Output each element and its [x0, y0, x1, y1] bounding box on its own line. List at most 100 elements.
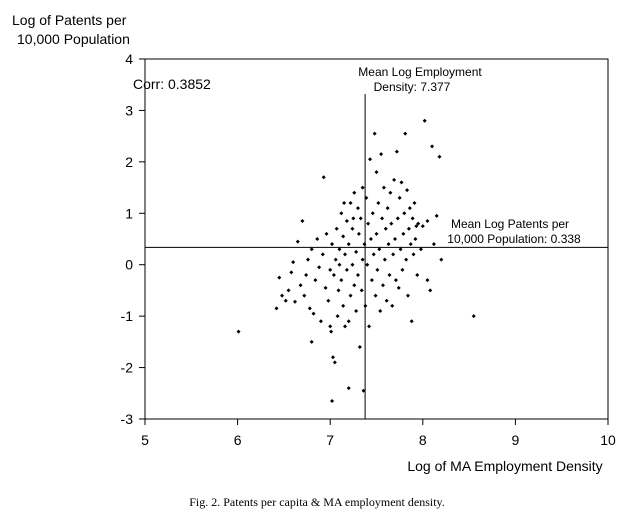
data-point	[355, 206, 360, 211]
data-point	[430, 144, 435, 149]
data-point	[406, 226, 411, 231]
data-point	[330, 399, 335, 403]
data-point	[326, 298, 331, 303]
data-point	[395, 216, 400, 221]
data-point	[418, 247, 423, 252]
mean-x-annotation: Mean Log Employment Density: 7.377	[358, 65, 482, 94]
data-point	[368, 157, 373, 162]
y-tick-label: 4	[125, 51, 133, 67]
data-point	[366, 221, 371, 226]
data-point	[372, 131, 377, 136]
data-point	[357, 345, 362, 349]
y-axis-title: Log of Patents per 10,000 Population	[12, 12, 130, 47]
x-tick-label: 10	[600, 432, 616, 448]
data-point	[309, 339, 314, 344]
data-point	[434, 213, 439, 218]
data-point	[344, 219, 349, 223]
y-tick-label: -3	[121, 411, 134, 427]
data-point	[328, 267, 333, 272]
data-point	[408, 242, 413, 247]
data-point	[403, 131, 408, 136]
data-point	[380, 283, 385, 288]
data-point	[358, 216, 363, 221]
data-points	[236, 118, 476, 403]
mean-y-label-line-1: Mean Log Patents per	[451, 217, 569, 231]
data-point	[415, 273, 420, 277]
data-point	[362, 242, 367, 247]
data-point	[329, 329, 334, 334]
data-point	[341, 234, 346, 239]
data-point	[343, 324, 348, 329]
data-point	[315, 237, 320, 241]
y-axis-title-line-2: 10,000 Population	[17, 31, 130, 47]
data-point	[289, 270, 294, 275]
data-point	[286, 288, 291, 293]
mean-y-annotation: Mean Log Patents per 10,000 Population: …	[447, 217, 581, 246]
data-point	[331, 273, 336, 277]
data-point	[346, 242, 351, 247]
data-point	[420, 224, 425, 229]
data-point	[380, 216, 385, 221]
data-point	[371, 252, 376, 257]
data-point	[337, 247, 342, 252]
data-point	[370, 211, 375, 216]
data-point	[334, 226, 339, 231]
data-point	[328, 324, 333, 329]
data-point	[375, 267, 380, 272]
data-point	[274, 306, 279, 311]
x-tick-label: 9	[512, 432, 520, 448]
data-point	[309, 247, 314, 252]
data-point	[339, 211, 344, 216]
y-axis-ticks: -3 -2 -1 0 1 2 3 4	[121, 51, 145, 427]
data-point	[330, 355, 335, 360]
data-point	[350, 262, 355, 267]
data-point	[425, 219, 430, 223]
x-tick-label: 7	[326, 432, 334, 448]
correlation-label: Corr: 0.3852	[133, 76, 211, 92]
data-point	[348, 201, 353, 205]
data-point	[313, 278, 318, 283]
data-point	[346, 319, 351, 324]
data-point	[352, 283, 357, 288]
data-point	[305, 257, 310, 262]
data-point	[416, 221, 421, 226]
data-point	[342, 201, 347, 205]
data-point	[400, 267, 405, 272]
data-point	[399, 180, 404, 185]
data-point	[382, 257, 387, 262]
data-point	[374, 170, 379, 175]
data-point	[351, 216, 356, 221]
data-point	[437, 154, 442, 159]
data-point	[471, 314, 476, 319]
data-point	[425, 278, 430, 283]
data-point	[360, 185, 365, 190]
data-point	[392, 177, 397, 182]
data-point	[390, 303, 395, 308]
data-point	[354, 309, 359, 313]
data-point	[341, 303, 346, 308]
data-point	[302, 293, 307, 298]
x-tick-label: 6	[234, 432, 242, 448]
data-point	[348, 293, 353, 298]
data-point	[398, 247, 403, 252]
data-point	[355, 273, 360, 277]
data-point	[405, 293, 410, 298]
mean-x-label-line-1: Mean Log Employment	[358, 65, 482, 79]
data-point	[295, 239, 300, 244]
data-point	[330, 242, 335, 247]
data-point	[389, 221, 394, 226]
data-point	[323, 285, 328, 290]
data-point	[439, 257, 444, 262]
data-point	[404, 257, 409, 262]
data-point	[336, 288, 341, 293]
data-point	[346, 386, 351, 391]
data-point	[361, 388, 366, 393]
data-point	[364, 195, 369, 200]
data-point	[394, 149, 399, 154]
data-point	[377, 247, 382, 252]
figure-caption: Fig. 2. Patents per capita & MA employme…	[189, 495, 445, 509]
data-point	[410, 216, 415, 221]
x-axis-ticks: 5 6 7 8 9 10	[141, 419, 616, 448]
data-point	[397, 195, 402, 200]
